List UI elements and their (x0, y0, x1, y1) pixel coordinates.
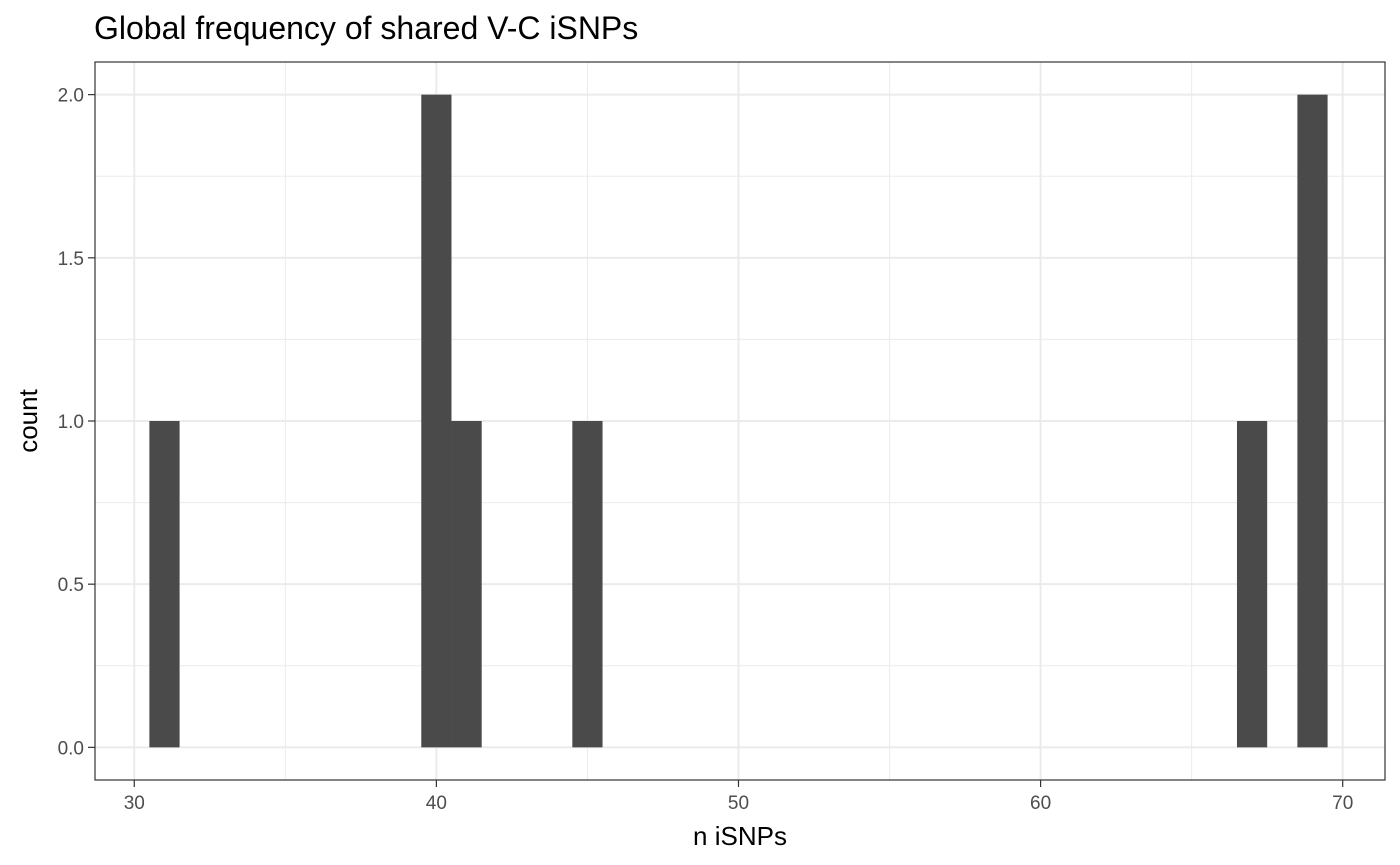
x-tick-label: 60 (1030, 793, 1051, 814)
histogram-bar (572, 421, 603, 748)
chart-title: Global frequency of shared V-C iSNPs (94, 10, 638, 46)
x-axis-title: n iSNPs (693, 821, 787, 851)
y-axis-title: count (13, 388, 43, 452)
histogram-bar (421, 94, 452, 748)
y-tick-label: 0.0 (58, 738, 84, 759)
histogram-bar (451, 421, 482, 748)
y-tick-label: 1.5 (58, 249, 84, 270)
histogram-bar (1236, 421, 1268, 748)
axis-ticks: 30 40 50 60 70 0.0 0.5 1.0 1.5 2.0 (58, 86, 1354, 814)
y-tick-label: 0.5 (58, 575, 84, 596)
x-tick-label: 70 (1332, 793, 1353, 814)
x-tick-label: 50 (728, 793, 749, 814)
histogram-bars (149, 94, 1328, 748)
x-tick-label: 40 (426, 793, 447, 814)
y-tick-label: 2.0 (58, 86, 84, 107)
x-tick-label: 30 (124, 793, 145, 814)
y-tick-label: 1.0 (58, 412, 84, 433)
histogram-bar (149, 421, 180, 748)
histogram-bar (1297, 94, 1328, 748)
